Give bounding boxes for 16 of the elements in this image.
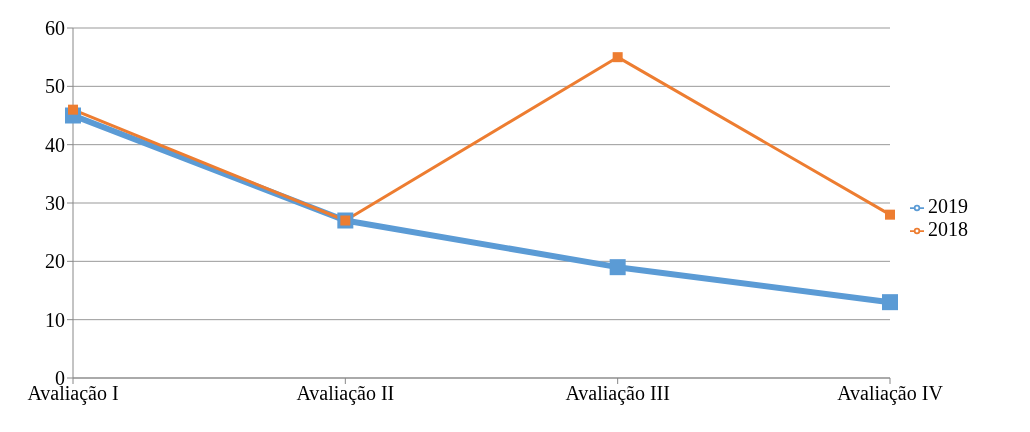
y-tick-label: 40 bbox=[45, 133, 65, 156]
legend-label: 2019 bbox=[928, 195, 968, 217]
legend-label: 2018 bbox=[928, 218, 968, 240]
x-tick-label: Avaliação IV bbox=[837, 382, 944, 406]
y-tick-label: 10 bbox=[45, 308, 65, 331]
point bbox=[68, 104, 78, 115]
point bbox=[609, 259, 626, 276]
x-tick-label: Avaliação II bbox=[296, 382, 395, 406]
y-tick-label: 30 bbox=[45, 192, 65, 215]
y-tick-label: 60 bbox=[45, 17, 65, 40]
point bbox=[612, 52, 623, 63]
y-tick-label: 50 bbox=[45, 75, 65, 98]
x-tick-label: Avaliação III bbox=[565, 382, 670, 406]
point bbox=[882, 294, 898, 311]
point bbox=[885, 209, 895, 220]
y-tick-label: 20 bbox=[45, 250, 65, 273]
